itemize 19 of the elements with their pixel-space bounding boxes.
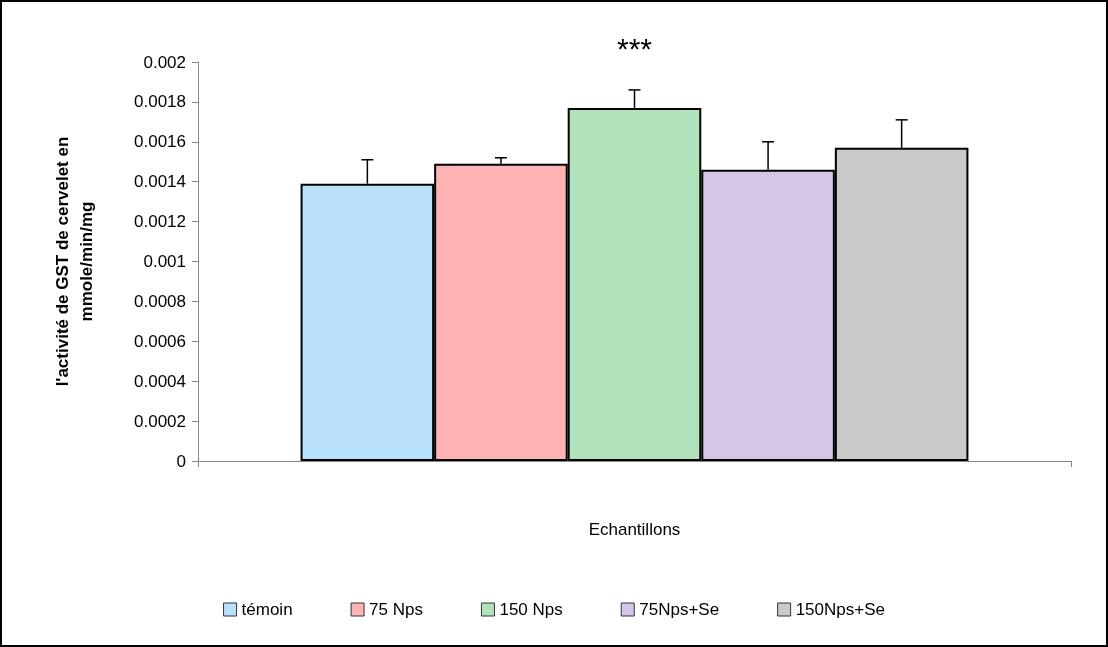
y-tick-label: 0.0004 [134,371,186,391]
legend-label: 150Nps+Se [795,600,885,619]
annotation: *** [616,31,653,65]
legend-label: 150 Nps [499,600,563,619]
y-tick-label: 0 [176,451,186,471]
y-tick-label: 0.001 [143,252,186,271]
y-tick-label: 0.0002 [134,411,186,431]
y-tick-label: 0.0006 [134,331,186,351]
y-tick-label: 0.0018 [134,92,186,112]
y-tick-label: 0.0012 [134,212,186,232]
y-tick-label: 0.0016 [134,132,186,152]
legend-label: témoin [241,600,293,619]
x-axis-title: Echantillons [588,520,681,539]
legend-label: 75Nps+Se [639,600,720,619]
y-axis-title: l'activité de GST de cervelet en mmole/min/mg [52,136,96,387]
y-tick-label: 0.0008 [134,291,186,311]
legend-label: 75 Nps [369,600,423,619]
y-tick-label: 0.0014 [134,172,186,192]
y-tick-label: 0.002 [143,52,186,72]
